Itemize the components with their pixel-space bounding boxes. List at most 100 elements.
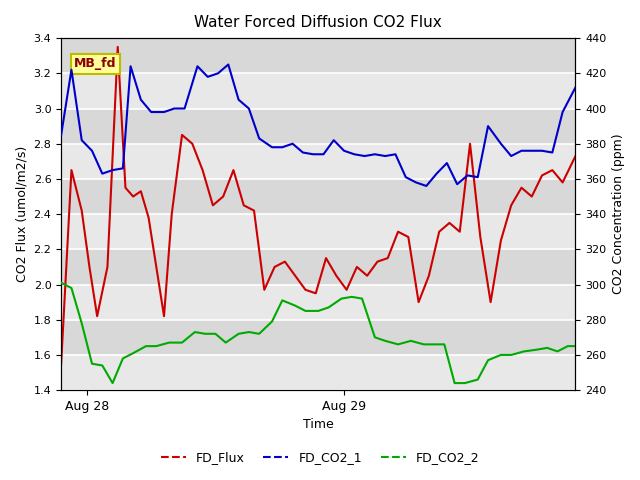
FD_Flux (518, 185, 525, 191)
FD_CO2_1 (137, 97, 145, 103)
FD_CO2_2 (324, 304, 332, 310)
FD_CO2_2 (440, 341, 448, 347)
FD_CO2_2 (508, 352, 515, 358)
FD_CO2_1 (319, 151, 327, 157)
FD_CO2_1 (160, 109, 168, 115)
Bar (61, 355, 575, 390)
FD_CO2_1 (463, 172, 471, 178)
FD_CO2_2 (420, 341, 428, 347)
FD_Flux (384, 255, 392, 261)
FD_CO2_2 (119, 356, 127, 361)
Y-axis label: CO2 Flux (umol/m2/s): CO2 Flux (umol/m2/s) (15, 146, 28, 282)
FD_CO2_1 (278, 144, 286, 150)
FD_CO2_2 (165, 340, 173, 346)
FD_CO2_1 (127, 63, 134, 69)
FD_CO2_2 (278, 298, 286, 303)
FD_CO2_1 (245, 106, 253, 111)
FD_CO2_2 (191, 329, 198, 335)
FD_CO2_1 (518, 148, 525, 154)
Bar (61, 214, 575, 249)
FD_CO2_1 (371, 151, 379, 157)
FD_CO2_1 (392, 151, 399, 157)
Bar (61, 320, 575, 355)
FD_CO2_2 (235, 331, 243, 336)
FD_CO2_1 (402, 174, 410, 180)
Text: MB_fd: MB_fd (74, 58, 116, 71)
FD_CO2_1 (255, 135, 263, 141)
FD_CO2_1 (299, 150, 307, 156)
FD_CO2_1 (78, 137, 86, 143)
FD_Flux (114, 44, 122, 50)
FD_CO2_2 (348, 294, 356, 300)
FD_CO2_2 (222, 340, 230, 346)
Line: FD_CO2_2: FD_CO2_2 (61, 283, 575, 383)
FD_CO2_2 (371, 335, 379, 340)
FD_CO2_2 (497, 352, 505, 358)
FD_CO2_2 (407, 338, 415, 344)
FD_CO2_2 (533, 347, 541, 352)
FD_CO2_2 (245, 329, 253, 335)
Bar (61, 38, 575, 73)
FD_CO2_2 (301, 308, 309, 314)
Legend: FD_Flux, FD_CO2_1, FD_CO2_2: FD_Flux, FD_CO2_1, FD_CO2_2 (156, 446, 484, 469)
FD_Flux (353, 264, 361, 270)
X-axis label: Time: Time (303, 419, 333, 432)
FD_CO2_1 (330, 137, 337, 143)
FD_CO2_2 (451, 380, 458, 386)
FD_Flux (572, 153, 579, 159)
FD_CO2_2 (129, 350, 137, 356)
FD_CO2_1 (194, 63, 202, 69)
FD_CO2_2 (212, 331, 220, 336)
FD_Flux (58, 361, 65, 367)
Bar (61, 144, 575, 179)
FD_CO2_1 (443, 160, 451, 166)
FD_CO2_1 (88, 148, 96, 154)
FD_CO2_1 (508, 153, 515, 159)
FD_CO2_2 (109, 380, 116, 386)
FD_CO2_2 (543, 345, 551, 351)
Bar (61, 73, 575, 108)
FD_CO2_2 (461, 380, 468, 386)
FD_CO2_1 (147, 109, 155, 115)
FD_Flux (456, 229, 463, 235)
FD_CO2_1 (572, 84, 579, 90)
FD_CO2_2 (268, 319, 276, 324)
FD_CO2_1 (204, 74, 212, 80)
FD_Flux (188, 141, 196, 146)
FD_CO2_1 (538, 148, 546, 154)
FD_CO2_1 (119, 166, 127, 171)
FD_CO2_2 (255, 331, 263, 336)
FD_CO2_2 (202, 331, 209, 336)
FD_CO2_1 (58, 132, 65, 138)
Bar (61, 285, 575, 320)
FD_CO2_2 (99, 362, 106, 368)
FD_CO2_1 (170, 106, 178, 111)
FD_CO2_1 (340, 148, 348, 154)
FD_CO2_1 (309, 151, 317, 157)
FD_CO2_1 (484, 123, 492, 129)
FD_CO2_1 (453, 181, 461, 187)
Bar (61, 179, 575, 214)
FD_CO2_1 (474, 174, 481, 180)
FD_CO2_2 (430, 341, 438, 347)
FD_CO2_1 (68, 67, 76, 72)
FD_CO2_2 (564, 343, 572, 349)
FD_CO2_2 (88, 361, 96, 367)
FD_CO2_2 (58, 280, 65, 286)
FD_CO2_1 (180, 106, 188, 111)
FD_CO2_2 (484, 357, 492, 363)
FD_CO2_2 (338, 296, 346, 301)
FD_CO2_2 (381, 338, 389, 344)
Bar (61, 108, 575, 144)
FD_CO2_1 (361, 153, 369, 159)
FD_CO2_2 (394, 341, 402, 347)
FD_CO2_2 (554, 348, 561, 354)
FD_CO2_1 (225, 61, 232, 67)
FD_CO2_2 (78, 320, 86, 326)
FD_CO2_1 (99, 171, 106, 177)
Bar (61, 249, 575, 285)
Title: Water Forced Diffusion CO2 Flux: Water Forced Diffusion CO2 Flux (195, 15, 442, 30)
FD_CO2_1 (289, 141, 296, 146)
Line: FD_CO2_1: FD_CO2_1 (61, 64, 575, 186)
Y-axis label: CO2 Concentration (ppm): CO2 Concentration (ppm) (612, 134, 625, 294)
